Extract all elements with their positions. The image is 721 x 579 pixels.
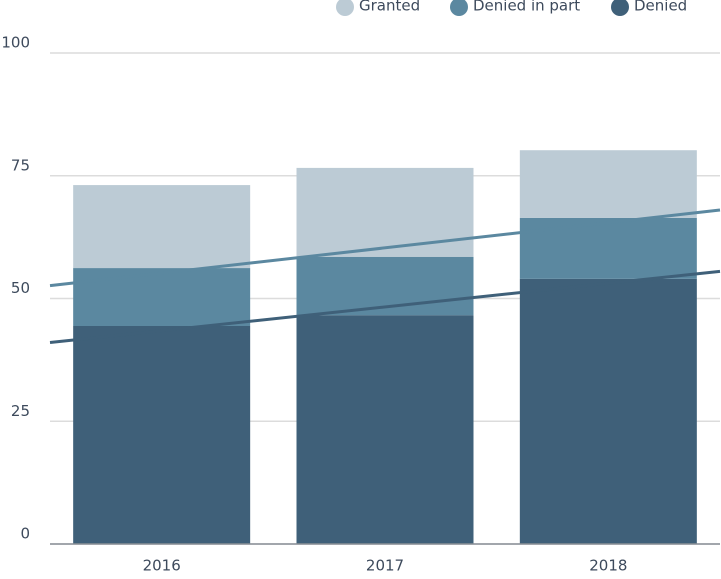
y-tick-label: 100 [1,34,30,52]
bar-segment [519,278,697,544]
legend-marker [450,0,468,16]
bar-segment [519,217,697,279]
bar-segment [73,325,251,544]
legend-label: Denied in part [473,0,580,15]
y-tick-label: 0 [20,525,30,543]
x-tick-label: 2018 [589,557,627,575]
y-tick-label: 25 [11,402,30,420]
y-tick-label: 75 [11,156,30,174]
y-tick-label: 50 [11,279,30,297]
legend-marker [611,0,629,16]
bar-segment [73,268,251,326]
bar-segment [519,150,697,218]
x-tick-label: 2017 [366,557,404,575]
legend-label: Denied [634,0,687,15]
bar-segment [296,167,474,257]
legend-marker [336,0,354,16]
bar-segment [296,315,474,544]
x-tick-label: 2016 [143,557,181,575]
bar-segment [73,185,251,269]
legend-label: Granted [359,0,420,15]
trend-line [49,269,721,344]
trend-line [49,208,721,288]
